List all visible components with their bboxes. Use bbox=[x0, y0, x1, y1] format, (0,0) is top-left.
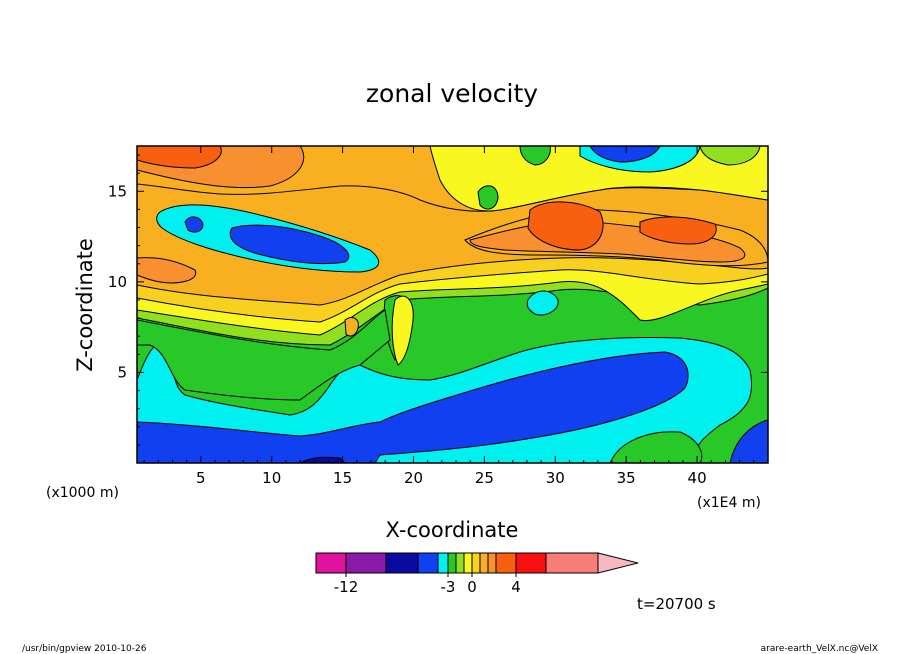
y-tick-label: 5 bbox=[117, 363, 127, 381]
region-bottom-navy bbox=[299, 456, 346, 463]
x-tick-label: 25 bbox=[475, 469, 494, 487]
colorbar-tick-label: 4 bbox=[511, 578, 521, 596]
region-green-patch-top bbox=[477, 185, 499, 210]
colorbar-bin bbox=[437, 552, 449, 574]
colorbar-tick-labels: -12 -3 0 4 bbox=[334, 573, 521, 596]
colorbar-bin bbox=[545, 552, 599, 574]
x-tick-label: 15 bbox=[333, 469, 352, 487]
colorbar-tick-label: -12 bbox=[334, 578, 359, 596]
colorbar-tick-label: 0 bbox=[467, 578, 477, 596]
y-axis-label: Z-coordinate bbox=[73, 238, 97, 372]
footer-right: arare-earth_VelX.nc@VelX bbox=[761, 644, 878, 654]
y-unit-label: (x1000 m) bbox=[46, 485, 119, 501]
x-tick-label: 5 bbox=[196, 469, 206, 487]
contour-field bbox=[137, 146, 768, 463]
region-bottom-green-patch bbox=[609, 431, 703, 463]
chart-title: zonal velocity bbox=[366, 79, 538, 108]
region-darkorange-right-a bbox=[527, 201, 604, 251]
y-axis-ticks: 5 10 15 bbox=[108, 154, 768, 446]
time-label: t=20700 s bbox=[637, 595, 716, 613]
region-bottom-blue-core bbox=[137, 351, 689, 463]
colorbar-bin bbox=[495, 552, 517, 574]
colorbar-bin bbox=[479, 552, 489, 574]
x-unit-label: (x1E4 m) bbox=[697, 495, 761, 511]
colorbar bbox=[315, 552, 639, 574]
x-tick-label: 40 bbox=[688, 469, 707, 487]
footer-left: /usr/bin/gpview 2010-10-26 bbox=[22, 644, 147, 654]
region-amber-finger bbox=[344, 317, 359, 337]
colorbar-bin bbox=[455, 552, 465, 574]
x-axis-label: X-coordinate bbox=[386, 518, 519, 542]
colorbar-bin bbox=[471, 552, 481, 574]
region-green-mid bbox=[137, 309, 391, 401]
colorbar-bin bbox=[447, 552, 457, 574]
y-tick-label: 10 bbox=[108, 273, 127, 291]
y-tick-label: 15 bbox=[108, 182, 127, 200]
region-lime-top-right bbox=[699, 146, 761, 166]
colorbar-bin bbox=[345, 552, 387, 574]
colorbar-bin bbox=[463, 552, 473, 574]
colorbar-bin bbox=[515, 552, 547, 574]
x-tick-label: 30 bbox=[546, 469, 565, 487]
region-green-patch-top2 bbox=[519, 146, 551, 166]
x-tick-label: 35 bbox=[617, 469, 636, 487]
region-darkorange-top-left bbox=[137, 146, 222, 169]
colorbar-bin bbox=[417, 552, 439, 574]
region-darkorange-right-b bbox=[639, 216, 717, 245]
colorbar-bin bbox=[315, 552, 347, 574]
colorbar-tick-label: -3 bbox=[441, 578, 456, 596]
x-tick-label: 10 bbox=[262, 469, 281, 487]
x-axis-ticks: 5 10 15 20 25 30 35 40 bbox=[143, 146, 755, 487]
region-blue-top-right bbox=[589, 146, 661, 163]
colorbar-bin bbox=[487, 552, 497, 574]
colorbar-bin bbox=[385, 552, 419, 574]
region-orange-left bbox=[137, 257, 197, 284]
plot-frame bbox=[136, 145, 769, 464]
region-blue-small bbox=[184, 216, 204, 233]
region-bottom-right-blue bbox=[729, 419, 768, 463]
region-cyan-patch-b bbox=[526, 290, 559, 316]
colorbar-arrow bbox=[597, 552, 639, 574]
region-blue-upper-lens bbox=[229, 224, 350, 265]
region-yellow-finger bbox=[391, 295, 414, 366]
x-tick-label: 20 bbox=[404, 469, 423, 487]
